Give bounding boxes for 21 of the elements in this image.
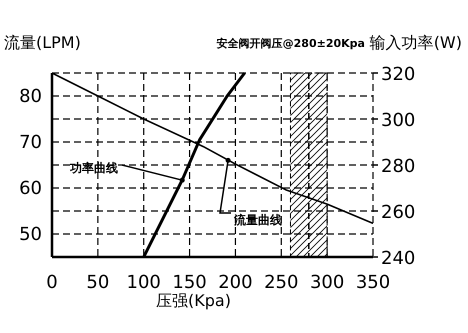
y2-tick-label: 240 xyxy=(381,248,416,269)
y-tick-label: 80 xyxy=(19,86,42,107)
x-tick-label: 100 xyxy=(126,272,161,293)
x-tick-label: 350 xyxy=(356,272,390,293)
y2-tick-label: 320 xyxy=(381,64,416,85)
x-tick-label: 300 xyxy=(310,272,344,293)
x-tick-label: 0 xyxy=(46,272,58,293)
y-axis-title: 流量(LPM) xyxy=(4,33,81,52)
y2-tick-label: 280 xyxy=(381,156,416,177)
x-tick-label: 250 xyxy=(264,272,298,293)
y-tick-label: 60 xyxy=(19,178,42,199)
y2-tick-label: 260 xyxy=(381,202,416,223)
x-tick-label: 200 xyxy=(218,272,253,293)
y-tick-label: 50 xyxy=(19,224,42,245)
y2-tick-label: 300 xyxy=(381,110,416,131)
x-tick-label: 50 xyxy=(86,272,110,293)
x-tick-label: 150 xyxy=(172,272,207,293)
y2-axis-title: 输入功率(W) xyxy=(370,33,462,52)
y-tick-label: 70 xyxy=(19,132,42,153)
x-axis-title: 压强(Kpa) xyxy=(156,291,231,310)
band-label: 安全阀开阀压@280±20Kpa xyxy=(216,37,365,50)
